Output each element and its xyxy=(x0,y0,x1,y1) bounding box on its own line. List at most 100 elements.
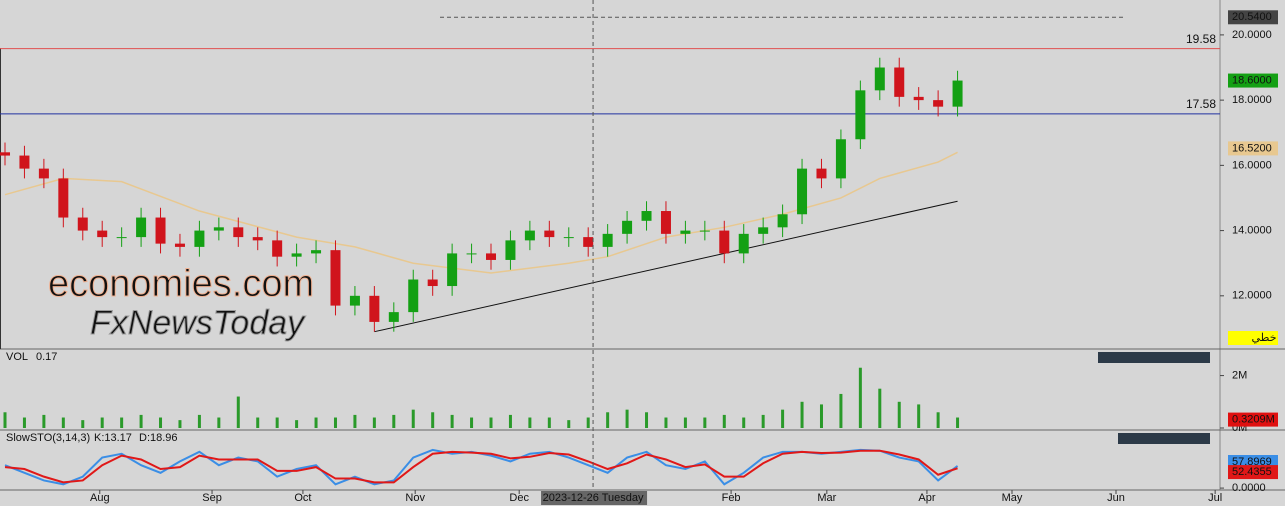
volume-bar xyxy=(508,414,512,428)
volume-bar xyxy=(353,414,357,428)
volume-bar xyxy=(42,414,46,428)
indicator-last-label: 57.8969 xyxy=(1232,456,1272,468)
indicator-line xyxy=(4,449,958,484)
volume-bar xyxy=(197,414,201,428)
candle-body xyxy=(660,211,671,234)
x-tick-label: Sep xyxy=(202,492,222,504)
candle-body xyxy=(408,279,419,313)
volume-bar xyxy=(858,367,862,428)
level-label: 17.58 xyxy=(1186,97,1216,111)
candle-body xyxy=(738,233,749,254)
volume-bar xyxy=(120,417,124,428)
candle-body xyxy=(427,279,438,287)
x-tick-label: Oct xyxy=(294,492,311,504)
moving-average xyxy=(4,151,958,274)
volume-bar xyxy=(645,412,649,428)
x-tick-label: Aug xyxy=(90,492,110,504)
volume-bar xyxy=(217,417,221,428)
candle-body xyxy=(602,233,613,247)
volume-bar xyxy=(936,412,940,428)
watermark: FxNewsToday xyxy=(90,304,306,342)
candle-body xyxy=(680,230,691,234)
mode-box xyxy=(1228,331,1278,345)
candle-body xyxy=(835,139,846,179)
legend-entry: K:13.17 xyxy=(94,432,132,444)
crosshair-date: 2023-12-26 Tuesday xyxy=(543,492,644,504)
candle-body xyxy=(349,295,360,306)
toolbar[interactable] xyxy=(1098,352,1210,363)
x-tick-label: Apr xyxy=(918,492,935,504)
candle-body xyxy=(272,240,283,257)
volume-bar xyxy=(586,417,590,428)
candle-body xyxy=(58,178,69,218)
volume-bar xyxy=(178,420,182,428)
candle-body xyxy=(719,230,730,254)
volume-bar xyxy=(528,417,532,428)
volume-bar xyxy=(819,404,823,428)
trendline xyxy=(374,200,958,333)
candle-body xyxy=(563,237,574,239)
volume-bar xyxy=(683,417,687,428)
candle-body xyxy=(524,230,535,241)
candle-body xyxy=(797,168,808,215)
crosshair-box xyxy=(1228,10,1278,25)
volume-bar xyxy=(470,417,474,428)
volume-bar xyxy=(411,409,415,428)
y-tick-label: 2M xyxy=(1232,369,1247,381)
candle-body xyxy=(213,227,224,231)
indicator-last-label-box xyxy=(1228,465,1278,480)
volume-bar xyxy=(61,417,65,428)
candle-body xyxy=(758,227,769,234)
toolbar[interactable] xyxy=(1118,433,1210,444)
candle-body xyxy=(330,250,341,306)
y-tick-label: 0.0000 xyxy=(1232,482,1266,494)
legend-entry: D:18.96 xyxy=(139,432,178,444)
candle-body xyxy=(699,230,710,232)
crosshair-label: 20.5400 xyxy=(1232,11,1272,23)
volume-bar xyxy=(917,404,921,428)
ma-last-label: 16.5200 xyxy=(1232,142,1272,154)
panel-title: VOL xyxy=(6,351,28,363)
candle-body xyxy=(855,90,866,140)
panel-title: SlowSTO(3,14,3) xyxy=(6,432,90,444)
candle-body xyxy=(233,227,244,238)
candle-body xyxy=(544,230,555,238)
volume-bar xyxy=(275,417,279,428)
candle-body xyxy=(913,96,924,101)
y-tick-label: 18.0000 xyxy=(1232,94,1272,106)
volume-bar xyxy=(450,414,454,428)
volume-bar xyxy=(159,417,163,428)
candle-body xyxy=(77,217,88,231)
panel-value: 0.17 xyxy=(36,351,57,363)
volume-bar xyxy=(314,417,318,428)
candle-body xyxy=(0,152,11,156)
candle-body xyxy=(486,253,497,260)
volume-bar xyxy=(333,417,337,428)
volume-bar xyxy=(839,393,843,428)
mode-label: خطي xyxy=(1252,332,1277,344)
candle-body xyxy=(38,168,49,179)
candle-body xyxy=(194,230,205,247)
candle-body xyxy=(505,240,516,260)
candle-body xyxy=(583,237,594,247)
panel-toolbar[interactable] xyxy=(1098,352,1210,444)
volume-bar xyxy=(567,420,571,428)
volume-bar xyxy=(742,417,746,428)
candle-body xyxy=(641,211,652,221)
x-tick-label: Nov xyxy=(405,492,425,504)
y-tick-label: 16.0000 xyxy=(1232,159,1272,171)
candle-body xyxy=(894,67,905,97)
y-tick-label: 20.0000 xyxy=(1232,29,1272,41)
x-tick-label: Feb xyxy=(722,492,741,504)
y-tick-label: 14.0000 xyxy=(1232,224,1272,236)
volume-bar xyxy=(761,414,765,428)
candle-body xyxy=(952,80,963,107)
candle-body xyxy=(388,312,399,322)
candle-body xyxy=(291,253,302,257)
volume-bar xyxy=(781,409,785,428)
watermark: economies.com xyxy=(48,263,314,305)
volume-bar xyxy=(606,412,610,428)
last-price-label: 18.6000 xyxy=(1232,74,1272,86)
candle-body xyxy=(311,250,322,254)
y-tick-label: 12.0000 xyxy=(1232,290,1272,302)
